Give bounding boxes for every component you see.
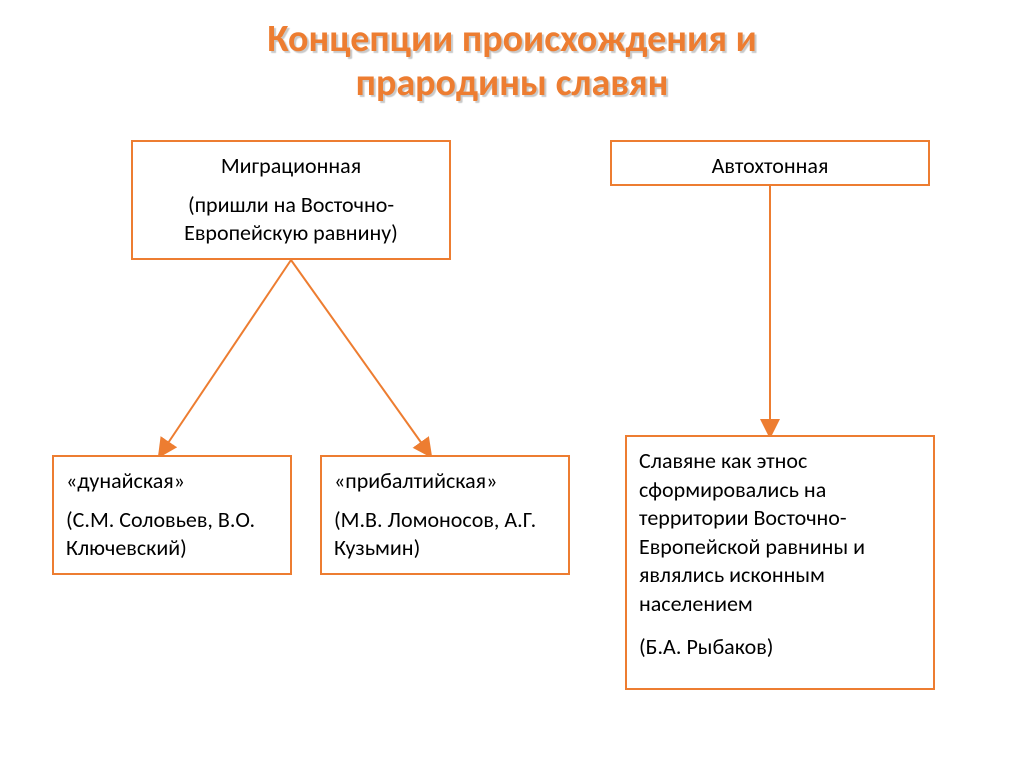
node-migration-sub: (пришли на Восточно-Европейскую равнину) xyxy=(145,191,437,248)
edge-migration-danube xyxy=(160,260,291,455)
node-slavs: Славяне как этнос сформировались на терр… xyxy=(625,435,935,690)
node-baltic-sub: (М.В. Ломоносов, А.Г. Кузьмин) xyxy=(334,506,556,563)
node-migration-title: Миграционная xyxy=(145,152,437,181)
node-autochthon: Автохтонная xyxy=(610,140,930,186)
diagram-title: Концепции происхождения и прародины слав… xyxy=(0,18,1024,105)
title-line-2: прародины славян xyxy=(0,62,1024,106)
node-danube-title: «дунайская» xyxy=(66,467,278,496)
node-autochthon-label: Автохтонная xyxy=(624,152,916,181)
node-migration: Миграционная (пришли на Восточно-Европей… xyxy=(131,140,451,260)
node-danube: «дунайская» (С.М. Соловьев, В.О. Ключевс… xyxy=(52,455,292,575)
node-baltic: «прибалтийская» (М.В. Ломоносов, А.Г. Ку… xyxy=(320,455,570,575)
title-line-1: Концепции происхождения и xyxy=(0,18,1024,62)
node-danube-sub: (С.М. Соловьев, В.О. Ключевский) xyxy=(66,506,278,563)
node-baltic-title: «прибалтийская» xyxy=(334,467,556,496)
node-slavs-author: (Б.А. Рыбаков) xyxy=(639,633,921,662)
node-slavs-text: Славяне как этнос сформировались на терр… xyxy=(639,447,921,619)
edge-migration-baltic xyxy=(291,260,430,455)
